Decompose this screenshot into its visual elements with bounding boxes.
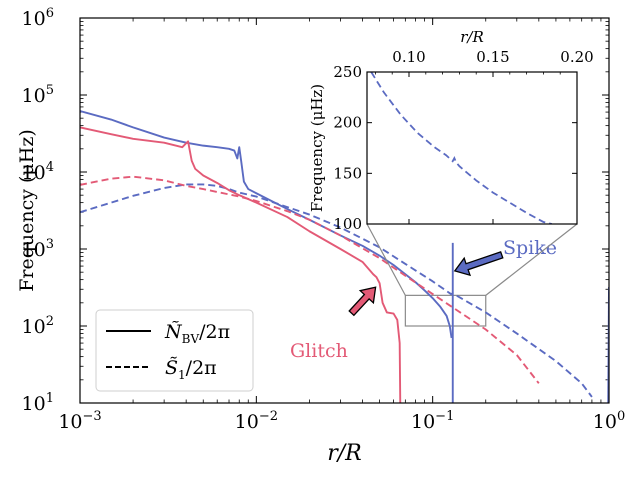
x-tick-label: 10−1	[411, 409, 454, 433]
series-line-0	[80, 110, 453, 339]
y-tick-label-base: 10	[22, 8, 46, 30]
inset-y-tick-label: 200	[333, 114, 362, 132]
x-tick-label: 10−3	[58, 409, 101, 433]
spike-label: Spike	[503, 237, 557, 259]
y-tick-label: 101	[22, 391, 54, 415]
series-line-4	[80, 126, 402, 403]
x-tick-label-exp: −1	[435, 409, 454, 424]
y-tick-label: 103	[22, 237, 54, 261]
spike-arrow	[453, 251, 504, 277]
y-tick-label-exp: 6	[46, 6, 54, 21]
inset-y-tick-label: 250	[333, 63, 362, 81]
x-tick-label-base: 10	[235, 411, 259, 433]
x-tick-label: 10−2	[235, 409, 278, 433]
inset-y-tick-label: 150	[333, 164, 362, 182]
x-tick-label-base: 10	[593, 411, 617, 433]
y-tick-label: 102	[22, 314, 54, 338]
inset-x-axis-title: r/R	[460, 28, 484, 46]
zoom-connector-right	[485, 223, 578, 296]
y-tick-label-exp: 2	[46, 314, 54, 329]
y-tick-label-base: 10	[22, 239, 46, 261]
x-tick-label: 100	[593, 409, 625, 433]
series-line-3	[80, 183, 593, 398]
inset-plot: 0.10 0.15 0.20 100 150 200 250 r/R Frequency (μH…	[308, 28, 594, 296]
glitch-arrow	[348, 286, 377, 317]
inset-y-axis-title: Frequency (μHz)	[308, 84, 326, 212]
main-plot: 10−3 10−2 10−1 100101102103104105106r/RFreq…	[16, 6, 625, 466]
series-group	[80, 110, 609, 403]
x-tick-label-base: 10	[411, 411, 435, 433]
y-tick-label-exp: 3	[46, 237, 54, 252]
y-tick-label-base: 10	[22, 162, 46, 184]
y-axis-title: Frequency (μHz)	[16, 129, 38, 292]
inset-x-tick-label: 0.20	[560, 48, 593, 66]
legend-label-sub: 1	[178, 368, 186, 382]
zoom-connector-left	[366, 223, 406, 296]
legend-entry-label: S̃1/2π	[165, 357, 217, 382]
legend: ÑBV/2πS̃1/2π	[95, 309, 254, 392]
zoom-box	[404, 294, 487, 327]
inset-series-line-0	[370, 72, 553, 224]
y-tick-label-exp: 5	[46, 83, 54, 98]
glitch-label: Glitch	[290, 340, 348, 362]
y-tick-label-exp: 4	[46, 160, 54, 175]
inset-x-tick-label: 0.10	[392, 48, 425, 66]
y-tick-label-base: 10	[22, 393, 46, 415]
x-tick-label-exp: 0	[617, 409, 625, 424]
x-tick-label-exp: −2	[259, 409, 278, 424]
plot-frame	[79, 17, 610, 404]
legend-label-main: S̃	[165, 357, 178, 379]
legend-label-sub: BV	[182, 332, 200, 346]
legend-entry-label: ÑBV/2π	[164, 320, 230, 346]
y-tick-label-base: 10	[22, 85, 46, 107]
inset-series-group	[370, 72, 553, 224]
x-axis-title: r/R	[327, 441, 362, 466]
inset-frame	[366, 71, 578, 225]
x-tick-label-base: 10	[58, 411, 82, 433]
y-tick-label-base: 10	[22, 316, 46, 338]
legend-label-tail: /2π	[186, 357, 217, 379]
y-tick-label: 104	[22, 160, 54, 184]
y-tick-label-exp: 1	[46, 391, 54, 406]
series-line-5	[80, 175, 540, 384]
y-tick-label: 106	[22, 6, 54, 30]
y-tick-label: 105	[22, 83, 54, 107]
inset-x-tick-label: 0.15	[476, 48, 509, 66]
legend-label-main: Ñ	[164, 320, 183, 343]
inset-background	[367, 72, 577, 224]
legend-label-tail: /2π	[199, 321, 230, 343]
inset-y-tick-label: 100	[333, 215, 362, 233]
x-tick-label-exp: −3	[83, 409, 102, 424]
